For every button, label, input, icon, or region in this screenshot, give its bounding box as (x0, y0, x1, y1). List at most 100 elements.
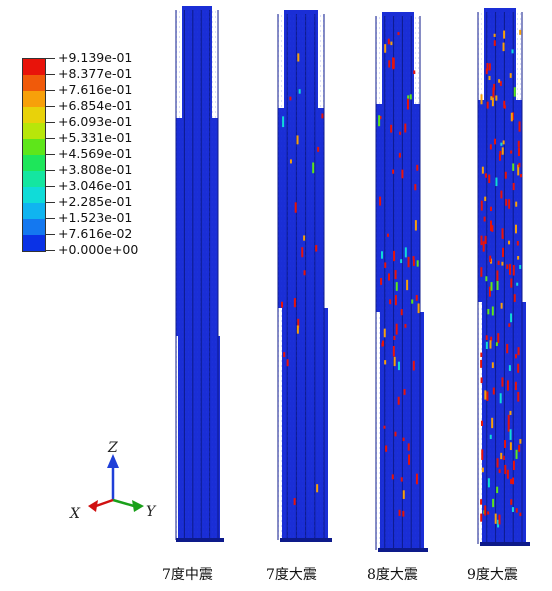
damage-mark (518, 121, 521, 132)
damage-mark (321, 113, 324, 119)
damage-mark (514, 354, 517, 359)
damage-mark (504, 440, 507, 448)
damage-mark (395, 282, 398, 291)
damage-mark (486, 101, 489, 109)
damage-mark (510, 313, 513, 323)
legend-tick (45, 90, 55, 91)
damage-mark (381, 340, 384, 347)
damage-mark (485, 276, 488, 282)
caption-8-major: 8度大震 (367, 567, 418, 583)
legend-color-bar (22, 58, 46, 252)
legend-swatch (23, 219, 45, 235)
legend-tick (45, 218, 55, 219)
damage-mark (517, 363, 520, 373)
damage-mark (409, 94, 412, 100)
damage-mark (517, 347, 520, 356)
legend-label: +5.331e-01 (58, 130, 133, 145)
damage-mark (501, 147, 504, 155)
damage-mark (491, 97, 494, 107)
damage-mark (481, 467, 484, 473)
legend-swatch (23, 91, 45, 107)
damage-mark (480, 94, 483, 105)
damage-mark (493, 83, 496, 91)
damage-mark (498, 469, 501, 473)
damage-mark (485, 68, 488, 75)
damage-mark (510, 478, 513, 484)
damage-mark (414, 220, 417, 231)
damage-mark (481, 166, 484, 174)
damage-mark (488, 286, 491, 297)
column-base-plate (378, 548, 428, 552)
axis-y-label: Y (146, 504, 157, 520)
damage-mark (378, 115, 381, 127)
damage-mark (383, 425, 386, 429)
damage-mark (400, 477, 403, 482)
damage-mark (384, 360, 387, 365)
damage-mark (293, 498, 296, 506)
damage-mark (509, 73, 512, 78)
damage-mark (513, 87, 516, 97)
damage-mark (392, 169, 395, 174)
legend-swatch (23, 59, 45, 75)
legend-tick (45, 186, 55, 187)
damage-mark (515, 508, 518, 513)
damage-mark (490, 206, 493, 212)
damage-mark (499, 393, 502, 404)
damage-mark (489, 255, 492, 263)
damage-mark (480, 420, 483, 426)
damage-mark (490, 96, 493, 101)
damage-mark (394, 270, 397, 280)
damage-mark (510, 278, 513, 288)
damage-mark (400, 309, 403, 316)
legend-tick (45, 170, 55, 171)
damage-mark (488, 174, 491, 184)
damage-mark (510, 499, 513, 505)
damage-mark (503, 100, 506, 109)
damage-mark (498, 79, 501, 83)
damage-mark (416, 164, 419, 171)
damage-mark (384, 44, 387, 53)
column-lower-tier (178, 336, 220, 540)
damage-mark (509, 263, 512, 275)
damage-mark (502, 455, 505, 460)
damage-mark (512, 163, 515, 171)
damage-mark (391, 474, 394, 480)
damage-mark (512, 265, 515, 276)
damage-mark (506, 343, 509, 354)
damage-mark (496, 458, 499, 468)
damage-mark (402, 490, 405, 499)
legend-label: +9.139e-01 (58, 50, 133, 65)
damage-mark (282, 116, 285, 128)
damage-mark (407, 443, 410, 451)
damage-mark (501, 247, 504, 258)
damage-mark (503, 30, 506, 39)
damage-mark (511, 112, 514, 121)
damage-mark (397, 32, 400, 36)
damage-mark (381, 251, 384, 259)
damage-mark (507, 414, 510, 424)
damage-mark (504, 464, 507, 474)
column-lower-tier (282, 308, 328, 540)
damage-mark (501, 261, 504, 266)
damage-mark (385, 445, 388, 452)
damage-mark (517, 140, 520, 148)
legend-swatch (23, 75, 45, 91)
damage-mark (281, 301, 284, 308)
legend-label: +6.093e-01 (58, 114, 133, 129)
damage-mark (497, 333, 500, 344)
damage-mark (317, 146, 320, 152)
damage-mark (296, 135, 299, 145)
damage-mark (480, 513, 483, 522)
damage-mark (486, 62, 489, 71)
damage-mark (488, 75, 491, 81)
damage-mark (502, 140, 505, 145)
damage-mark (495, 177, 498, 187)
damage-mark (416, 260, 419, 267)
damage-mark (517, 147, 520, 157)
damage-mark (403, 389, 406, 395)
damage-mark (294, 202, 297, 213)
damage-mark (312, 162, 315, 174)
caption-7-major: 7度大震 (266, 567, 317, 583)
damage-mark (495, 95, 498, 101)
damage-mark (401, 169, 404, 179)
